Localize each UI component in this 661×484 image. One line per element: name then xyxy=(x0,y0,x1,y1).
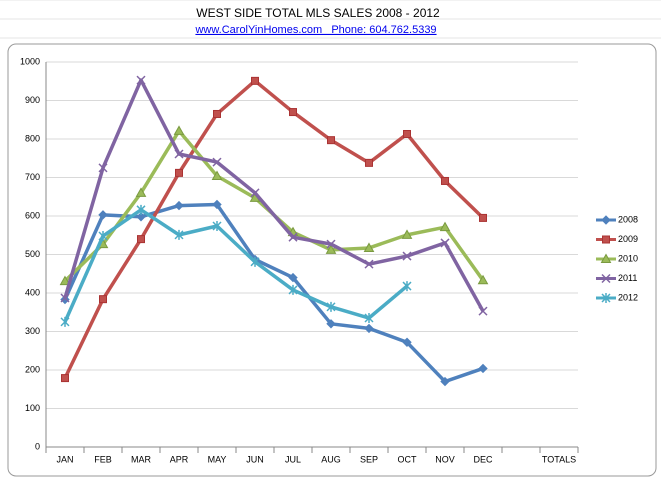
data-point xyxy=(364,313,374,324)
data-point xyxy=(402,251,412,261)
data-point xyxy=(61,374,69,383)
data-point xyxy=(478,363,488,374)
data-point xyxy=(212,199,222,210)
data-point xyxy=(136,204,146,215)
x-tick-label: NOV xyxy=(435,454,455,464)
legend-marker xyxy=(601,215,611,225)
x-tick-label: MAY xyxy=(208,454,227,464)
data-point xyxy=(136,212,146,222)
data-point xyxy=(174,200,184,211)
data-point xyxy=(213,109,221,118)
x-tick-label: AUG xyxy=(321,454,341,464)
legend-marker xyxy=(600,253,612,263)
data-point xyxy=(173,125,185,135)
y-tick-label: 900 xyxy=(25,95,40,105)
data-point xyxy=(479,213,487,222)
x-tick-label: JUL xyxy=(285,454,301,464)
y-tick-label: 500 xyxy=(25,249,40,259)
data-point xyxy=(174,149,184,159)
data-point xyxy=(250,256,260,267)
chart-frame xyxy=(7,43,657,477)
x-tick-label: SEP xyxy=(360,454,378,464)
y-tick-label: 100 xyxy=(25,403,40,413)
data-point xyxy=(212,221,222,232)
data-point xyxy=(326,239,336,249)
x-tick-label: JAN xyxy=(56,454,73,464)
x-tick-label: FEB xyxy=(94,454,112,464)
y-tick-label: 300 xyxy=(25,326,40,336)
data-point xyxy=(326,301,336,312)
x-tick-label: DEC xyxy=(473,454,493,464)
data-point xyxy=(365,158,373,167)
data-point xyxy=(251,76,259,85)
legend-label: 2011 xyxy=(618,273,637,283)
data-point xyxy=(136,75,146,85)
y-tick-label: 200 xyxy=(25,364,40,374)
data-point xyxy=(326,319,336,329)
series-line xyxy=(63,79,485,379)
data-point xyxy=(60,316,70,327)
chart-subtitle[interactable]: www.CarolYinHomes.com Phone: 604.762.533… xyxy=(194,24,436,36)
legend-label: 2012 xyxy=(618,292,638,302)
data-point xyxy=(402,337,412,347)
x-tick-label: OCT xyxy=(398,454,418,464)
data-point xyxy=(327,136,335,145)
data-point xyxy=(439,221,451,232)
legend-label: 2008 xyxy=(618,214,638,224)
data-point xyxy=(60,293,70,303)
y-tick-label: 400 xyxy=(25,287,40,297)
data-point xyxy=(440,376,450,387)
data-point xyxy=(60,294,70,305)
data-point xyxy=(98,163,108,173)
y-tick-label: 0 xyxy=(35,441,40,451)
y-tick-label: 600 xyxy=(25,210,40,220)
data-point xyxy=(99,295,107,304)
y-tick-label: 800 xyxy=(25,133,40,143)
data-point xyxy=(325,244,337,254)
series-line xyxy=(63,208,409,323)
x-tick-label: JUN xyxy=(246,454,264,464)
data-point xyxy=(288,232,298,242)
data-point xyxy=(288,284,298,295)
chart-title: WEST SIDE TOTAL MLS SALES 2008 - 2012 xyxy=(196,6,440,20)
sheet-grid xyxy=(0,0,661,39)
data-point xyxy=(211,170,223,180)
data-point xyxy=(401,229,413,239)
legend-label: 2009 xyxy=(618,234,638,244)
data-point xyxy=(289,108,297,117)
data-point xyxy=(440,238,450,248)
data-point xyxy=(250,188,260,198)
x-tick-label: APR xyxy=(170,454,189,464)
series-line xyxy=(63,202,484,384)
legend-label: 2010 xyxy=(618,253,638,263)
data-point xyxy=(441,176,449,185)
legend-marker xyxy=(602,235,610,244)
y-tick-label: 700 xyxy=(25,172,40,182)
data-point xyxy=(478,306,488,316)
data-point xyxy=(364,259,374,269)
data-point xyxy=(477,274,489,285)
data-point xyxy=(403,129,411,138)
data-point xyxy=(137,235,145,244)
x-tick-label: TOTALS xyxy=(542,454,576,464)
x-tick-label: MAR xyxy=(131,454,152,464)
data-point xyxy=(363,242,375,252)
data-point xyxy=(288,272,298,283)
legend-marker xyxy=(601,273,611,284)
data-point xyxy=(98,210,108,220)
data-point xyxy=(402,281,412,292)
data-point xyxy=(135,187,147,197)
legend-marker xyxy=(601,293,611,303)
data-point xyxy=(59,275,71,286)
data-point xyxy=(364,323,374,334)
data-point xyxy=(98,231,108,242)
y-tick-label: 1000 xyxy=(20,56,40,66)
data-point xyxy=(212,157,222,167)
series-line xyxy=(63,78,485,312)
data-point xyxy=(175,168,183,177)
data-point xyxy=(174,229,184,240)
